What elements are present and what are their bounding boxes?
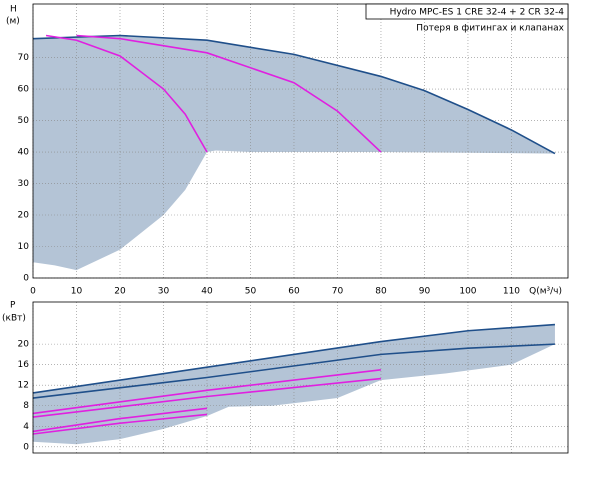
y-tick-label: 40 — [18, 148, 30, 158]
legend-box — [365, 3, 569, 20]
x-tick-label: 0 — [30, 287, 36, 297]
y-axis-label: H — [10, 5, 17, 15]
curve — [32, 407, 208, 433]
x-tick-label: 90 — [419, 287, 431, 297]
x-tick-label: 20 — [114, 287, 126, 297]
y-tick-label: 70 — [18, 53, 30, 63]
x-tick-label: 10 — [71, 287, 83, 297]
y-tick-label: 16 — [18, 360, 30, 370]
curve — [32, 413, 208, 435]
curve — [32, 369, 382, 415]
x-tick-label: 40 — [201, 287, 213, 297]
x-tick-label: 100 — [459, 287, 476, 297]
curve — [32, 34, 556, 155]
x-axis-label: Q(м³/ч) — [529, 287, 562, 297]
curve — [76, 34, 382, 153]
y-tick-label: 20 — [18, 340, 30, 350]
plot-frame — [32, 3, 569, 279]
note: Потеря в фитингах и клапанах — [416, 24, 564, 34]
legend-title: Hydro MPC-ES 1 CRE 32-4 + 2 CR 32-4 — [390, 8, 565, 18]
y-tick-label: 10 — [18, 242, 30, 252]
y-tick-label: 60 — [18, 85, 30, 95]
curve — [32, 323, 556, 394]
curve — [32, 343, 555, 399]
y-axis-unit: (м) — [6, 17, 20, 27]
y-tick-label: 30 — [18, 179, 30, 189]
y-tick-label: 4 — [23, 422, 29, 432]
y-tick-label: 0 — [23, 274, 29, 284]
x-tick-label: 70 — [332, 287, 344, 297]
x-tick-label: 30 — [158, 287, 170, 297]
x-tick-label: 60 — [288, 287, 300, 297]
tolerance-area — [33, 324, 555, 445]
y-axis-label: P — [10, 301, 16, 311]
y-tick-label: 8 — [23, 401, 29, 411]
y-tick-label: 50 — [18, 116, 30, 126]
y-tick-label: 12 — [18, 381, 29, 391]
plot-frame — [32, 301, 569, 454]
x-tick-label: 80 — [375, 287, 387, 297]
curve — [45, 34, 208, 153]
x-tick-label: 50 — [245, 287, 257, 297]
y-tick-label: 20 — [18, 211, 30, 221]
y-axis-unit: (кВт) — [2, 314, 26, 324]
curve — [32, 377, 382, 418]
y-tick-label: 0 — [23, 442, 29, 452]
x-tick-label: 110 — [503, 287, 520, 297]
